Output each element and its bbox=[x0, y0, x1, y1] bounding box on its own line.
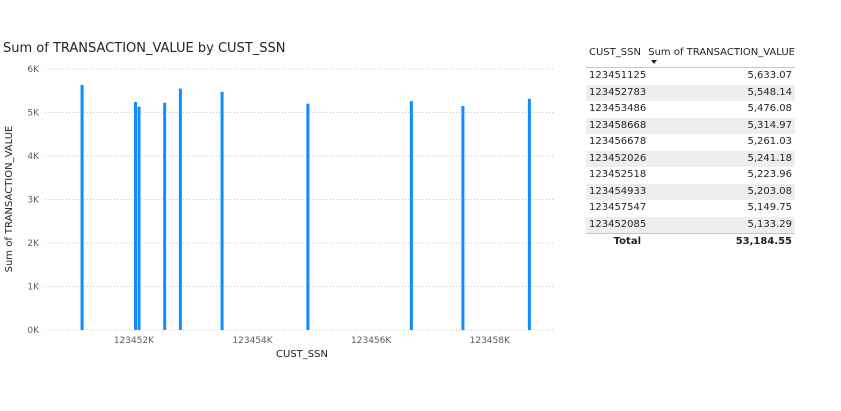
cell-transaction-value: 5,548.14 bbox=[747, 86, 792, 98]
y-tick-label: 0K bbox=[27, 326, 40, 336]
col-header-transaction-value[interactable]: Sum of TRANSACTION_VALUE bbox=[648, 47, 795, 58]
x-tick-label: 123452K bbox=[114, 336, 155, 346]
cell-transaction-value: 5,314.97 bbox=[747, 119, 792, 131]
x-axis-title: CUST_SSN bbox=[276, 349, 328, 360]
table-row[interactable]: 123451125 5,633.07 bbox=[586, 68, 795, 85]
table-row[interactable]: 123452518 5,223.96 bbox=[586, 167, 795, 184]
bar[interactable] bbox=[80, 84, 84, 330]
table-row[interactable]: 123452783 5,548.14 bbox=[586, 84, 795, 101]
table-row[interactable]: 123458668 5,314.97 bbox=[586, 117, 795, 134]
cell-transaction-value: 5,633.07 bbox=[747, 70, 792, 81]
x-tick-label: 123456K bbox=[351, 336, 392, 346]
cell-cust-ssn: 123452518 bbox=[589, 169, 647, 180]
table-body: 123451125 5,633.07 123452783 5,548.14 123453… bbox=[586, 68, 795, 233]
x-tick-label: 123454K bbox=[232, 336, 273, 346]
cell-cust-ssn: 123451125 bbox=[589, 70, 647, 81]
y-tick-label: 5K bbox=[27, 109, 40, 119]
table-row[interactable]: 123457547 5,149.75 bbox=[586, 200, 795, 217]
cell-transaction-value: 5,149.75 bbox=[747, 202, 792, 213]
table-header: CUST_SSN Sum of TRANSACTION_VALUE bbox=[586, 45, 795, 68]
table-row[interactable]: 123454933 5,203.08 bbox=[586, 183, 795, 200]
col-header-cust-ssn[interactable]: CUST_SSN bbox=[589, 47, 641, 58]
y-tick-label: 6K bbox=[27, 65, 40, 75]
total-value: 53,184.55 bbox=[735, 236, 792, 247]
cell-cust-ssn: 123452085 bbox=[589, 218, 647, 230]
bar[interactable] bbox=[306, 103, 310, 331]
table-total-row: Total 53,184.55 bbox=[586, 233, 795, 249]
total-label: Total bbox=[613, 236, 641, 247]
y-tick-label: 3K bbox=[27, 196, 40, 206]
x-tick-label: 123458K bbox=[470, 336, 511, 346]
cell-cust-ssn: 123453486 bbox=[589, 103, 647, 114]
table-row[interactable]: 123456678 5,261.03 bbox=[586, 134, 795, 151]
cell-transaction-value: 5,261.03 bbox=[747, 136, 792, 147]
y-tick-label: 2K bbox=[27, 239, 40, 249]
cell-cust-ssn: 123456678 bbox=[589, 136, 647, 147]
y-tick-label: 4K bbox=[27, 152, 40, 162]
cell-cust-ssn: 123454933 bbox=[589, 185, 647, 197]
cell-transaction-value: 5,203.08 bbox=[747, 185, 792, 197]
bar[interactable] bbox=[409, 101, 413, 330]
chart-title: Sum of TRANSACTION_VALUE by CUST_SSN bbox=[3, 41, 286, 56]
bar[interactable] bbox=[461, 105, 465, 331]
sort-descending-icon bbox=[651, 60, 657, 64]
cell-cust-ssn: 123457547 bbox=[589, 202, 647, 213]
data-table: CUST_SSN Sum of TRANSACTION_VALUE 123451… bbox=[586, 45, 795, 249]
table-row[interactable]: 123452085 5,133.29 bbox=[586, 216, 795, 233]
bar[interactable] bbox=[137, 106, 141, 331]
cell-transaction-value: 5,476.08 bbox=[747, 103, 792, 114]
cell-transaction-value: 5,223.96 bbox=[747, 169, 792, 180]
cell-cust-ssn: 123452783 bbox=[589, 86, 647, 98]
table-row[interactable]: 123453486 5,476.08 bbox=[586, 101, 795, 118]
bar[interactable] bbox=[220, 91, 224, 330]
table-row[interactable]: 123452026 5,241.18 bbox=[586, 150, 795, 167]
bar[interactable] bbox=[527, 98, 531, 331]
y-tick-label: 1K bbox=[27, 283, 40, 293]
cell-cust-ssn: 123452026 bbox=[589, 152, 647, 164]
bar[interactable] bbox=[178, 88, 182, 330]
cell-transaction-value: 5,133.29 bbox=[747, 218, 792, 230]
bar[interactable] bbox=[133, 102, 137, 330]
cell-transaction-value: 5,241.18 bbox=[747, 152, 792, 164]
y-axis-title: Sum of TRANSACTION_VALUE bbox=[4, 126, 15, 273]
cell-cust-ssn: 123458668 bbox=[589, 119, 647, 131]
bar[interactable] bbox=[163, 102, 167, 330]
